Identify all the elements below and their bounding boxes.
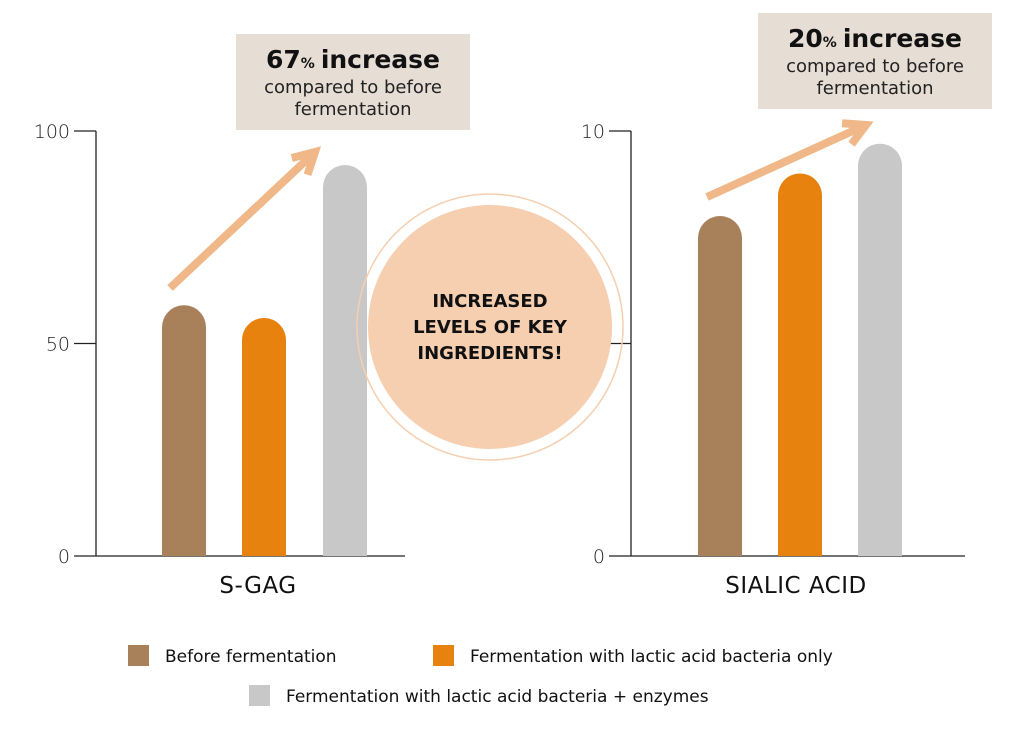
bar-3 <box>858 143 902 556</box>
bar-1 <box>698 216 742 556</box>
annotation-box <box>236 34 470 130</box>
arrow-head-icon <box>290 146 322 177</box>
badge-line-3: INGREDIENTS! <box>417 343 562 364</box>
bar-3 <box>323 165 367 556</box>
increase-annotation: 20% increase compared to beforefermentatio… <box>758 13 992 109</box>
y-tick-label: 0 <box>593 546 605 568</box>
annotation-word: increase <box>321 45 440 74</box>
annotation-number: 20 <box>788 24 823 53</box>
annotation-percent: % <box>301 56 315 72</box>
annotation-box <box>758 13 992 109</box>
legend-swatch-lab-enzymes <box>249 685 270 706</box>
legend-label-lab-only: Fermentation with lactic acid bacteria o… <box>470 647 833 667</box>
annotation-percent: % <box>823 35 837 51</box>
trend-arrow <box>167 154 312 291</box>
annotation-line-2: fermentation <box>294 99 411 120</box>
badge-line-1: INCREASED <box>432 291 547 312</box>
bar-2 <box>242 318 286 556</box>
center-badge: INCREASED LEVELS OF KEY INGREDIENTS! <box>356 193 624 461</box>
badge-ring <box>356 193 624 461</box>
y-tick-label: 0 <box>58 546 70 568</box>
arrow-head-icon <box>841 119 874 147</box>
y-tick-label: 50 <box>46 334 70 356</box>
badge-line-2: LEVELS OF KEY <box>413 317 568 338</box>
bar-2 <box>778 173 822 556</box>
annotation-number: 67 <box>266 45 301 74</box>
annotation-line-1: compared to before <box>264 77 442 98</box>
x-category-label: SIALIC ACID <box>725 573 866 599</box>
y-tick-label: 100 <box>34 121 70 143</box>
trend-arrow <box>705 124 862 201</box>
legend: Before fermentation Fermentation with la… <box>128 645 833 707</box>
annotation-line-2: fermentation <box>816 78 933 99</box>
legend-swatch-lab-only <box>433 645 454 666</box>
annotation-headline: 20% increase <box>788 24 962 53</box>
y-tick-label: 10 <box>581 121 605 143</box>
increase-annotation: 67% increase compared to beforefermentatio… <box>236 34 470 130</box>
annotation-headline: 67% increase <box>266 45 440 74</box>
x-category-label: S-GAG <box>219 573 296 599</box>
legend-swatch-before <box>128 645 149 666</box>
legend-label-lab-enzymes: Fermentation with lactic acid bacteria +… <box>286 687 709 707</box>
legend-label-before: Before fermentation <box>165 647 337 667</box>
bar-1 <box>162 305 206 556</box>
annotation-word: increase <box>843 24 962 53</box>
badge-circle <box>368 205 612 449</box>
annotation-line-1: compared to before <box>786 56 964 77</box>
chart-panel-1: 0 50 100 S-GAG 67% increase compared to before… <box>34 34 470 599</box>
